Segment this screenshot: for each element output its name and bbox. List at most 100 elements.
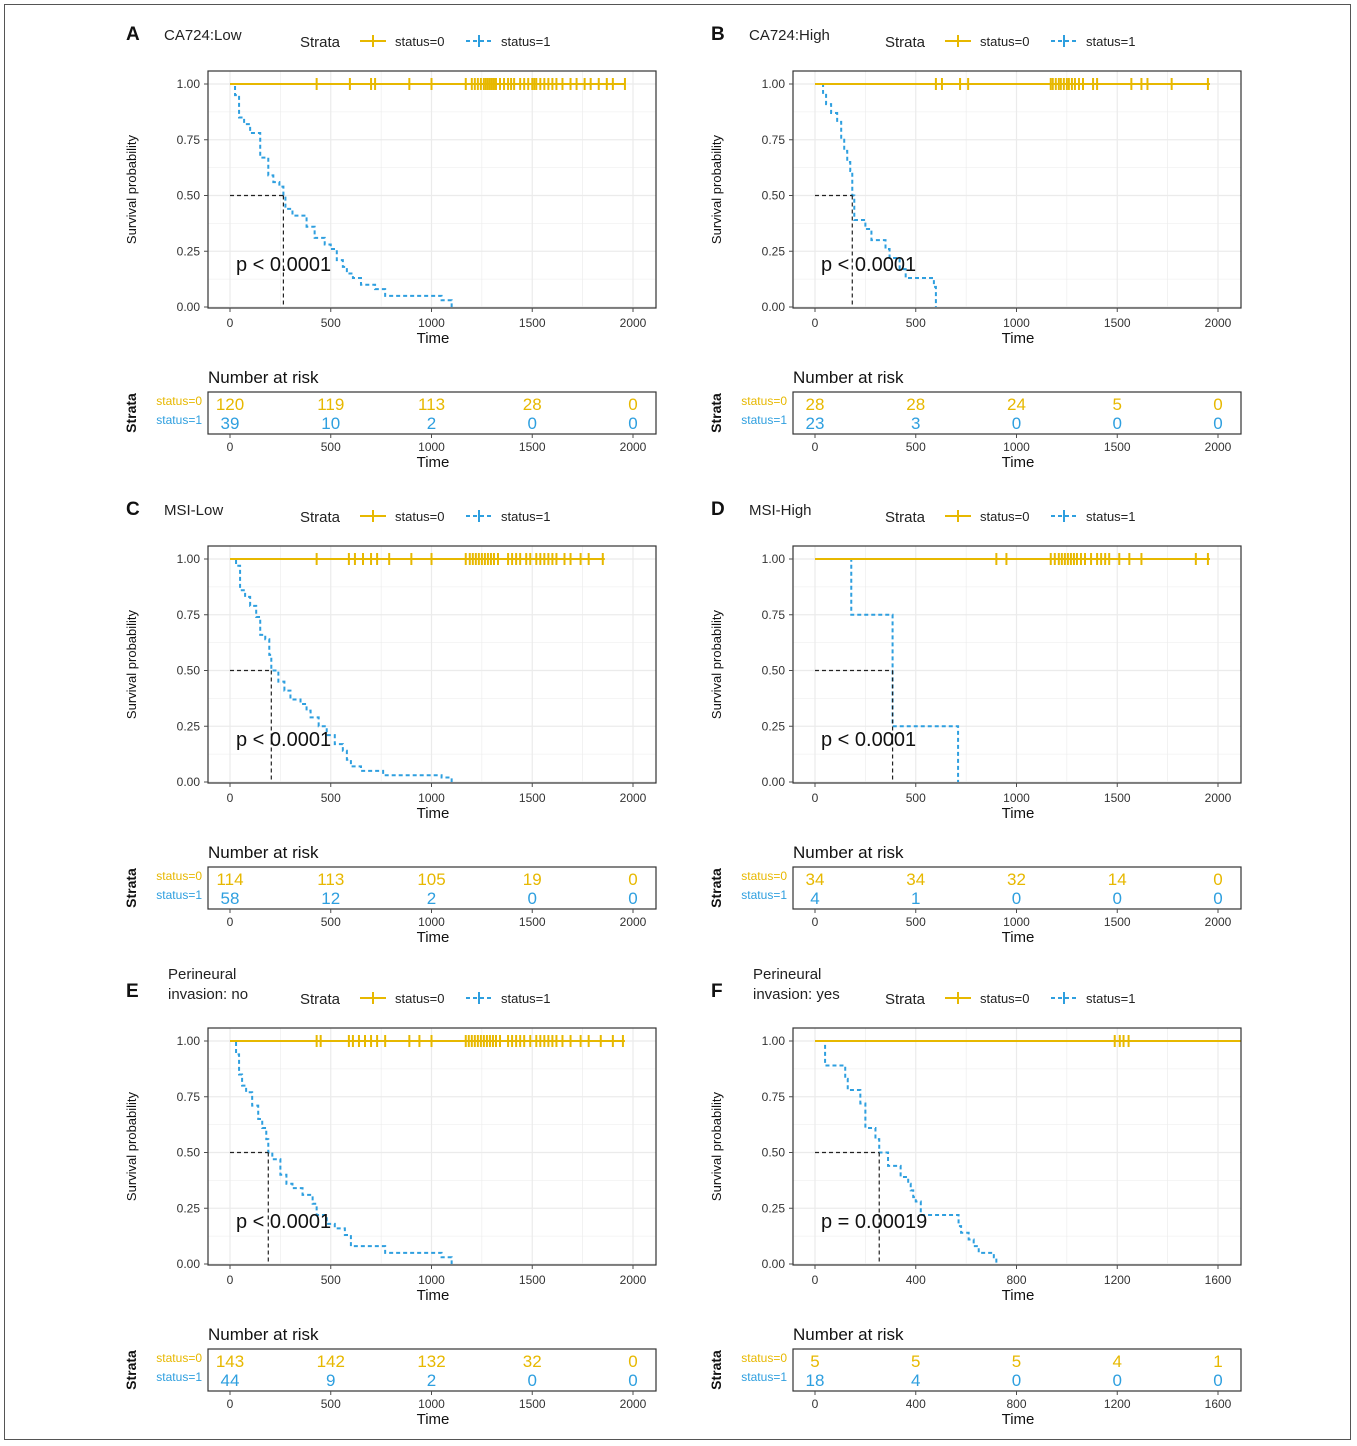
panel-e: E Perineural invasion: no Strata status=0 sta…	[123, 966, 657, 1428]
panel-letter: C	[126, 499, 140, 520]
y-axis: 1.00 0.75 0.50 0.25 0.00 Survival probability	[709, 1034, 793, 1271]
risk-x-tick-label: 2000	[620, 915, 647, 929]
panel-title-line: CA724:Low	[164, 27, 242, 44]
risk-value: 0	[1213, 1371, 1222, 1390]
y-axis: 1.00 0.75 0.50 0.25 0.00 Survival probability	[709, 77, 793, 314]
risk-x-tick-label: 1500	[1104, 440, 1131, 454]
x-axis-label: Time	[1002, 805, 1035, 822]
risk-y-label: Strata	[123, 393, 139, 433]
p-value: p < 0.0001	[821, 254, 916, 276]
x-axis-label: Time	[1002, 1287, 1035, 1304]
risk-title: Number at risk	[793, 1325, 904, 1344]
panel-title-line: invasion: yes	[753, 986, 840, 1003]
panel-title: Perineural invasion: no	[168, 966, 248, 1003]
risk-x-tick-label: 0	[227, 1397, 234, 1411]
x-tick-label: 1000	[418, 316, 445, 330]
risk-row-label: status=0	[156, 394, 202, 408]
risk-x-axis-label: Time	[417, 454, 450, 471]
y-axis-label: Survival probability	[124, 134, 139, 244]
y-tick-label: 0.25	[177, 244, 201, 258]
x-tick-label: 0	[227, 791, 234, 805]
risk-value: 0	[1113, 1371, 1122, 1390]
p-value: p = 0.00019	[821, 1211, 927, 1233]
curve-status1	[230, 1040, 453, 1264]
risk-x-tick-label: 1000	[418, 1397, 445, 1411]
risk-row-label: status=1	[741, 888, 787, 902]
risk-value: 2	[427, 889, 436, 908]
risk-value: 24	[1007, 395, 1026, 414]
legend-label-status1: status=1	[501, 34, 551, 49]
legend-label-status1: status=1	[1086, 991, 1136, 1006]
y-tick-label: 1.00	[177, 77, 201, 91]
panel-letter: D	[711, 499, 725, 520]
x-tick-label: 2000	[620, 791, 647, 805]
risk-x-tick-label: 500	[321, 915, 341, 929]
panel-title: CA724:Low	[164, 27, 242, 44]
risk-x-tick-label: 2000	[1205, 440, 1232, 454]
x-axis: 0 500 1000 1500 2000 Time	[812, 308, 1232, 347]
panel-f: F Perineural invasion: yes Strata status=0 st…	[708, 966, 1242, 1428]
x-axis: 0 500 1000 1500 2000 Time	[812, 783, 1232, 822]
panel-title-line: CA724:High	[749, 27, 830, 44]
risk-value: 132	[417, 1352, 445, 1371]
y-tick-label: 0.00	[762, 1257, 786, 1271]
risk-value: 12	[321, 889, 340, 908]
risk-value: 14	[1108, 870, 1127, 889]
panel-title: MSI-Low	[164, 502, 223, 519]
y-tick-label: 1.00	[762, 552, 786, 566]
risk-y-label: Strata	[708, 868, 724, 908]
risk-row-label: status=0	[741, 869, 787, 883]
risk-row-label: status=1	[156, 888, 202, 902]
legend-label-status0: status=0	[980, 991, 1030, 1006]
y-tick-label: 0.25	[762, 244, 786, 258]
grid	[793, 546, 1241, 783]
p-value: p < 0.0001	[236, 254, 331, 276]
x-axis: 0 400 800 1200 1600 Time	[812, 1265, 1232, 1304]
risk-value: 113	[317, 870, 344, 889]
risk-value: 58	[221, 889, 240, 908]
risk-x-tick-label: 500	[321, 440, 341, 454]
y-axis: 1.00 0.75 0.50 0.25 0.00 Survival probability	[124, 552, 208, 789]
y-tick-label: 0.50	[762, 189, 786, 203]
risk-value: 0	[628, 870, 637, 889]
risk-row-label: status=0	[741, 1351, 787, 1365]
x-tick-label: 0	[812, 1273, 819, 1287]
risk-x-tick-label: 1000	[418, 440, 445, 454]
y-axis-label: Survival probability	[709, 1091, 724, 1201]
y-tick-label: 1.00	[177, 552, 201, 566]
grid	[208, 71, 656, 308]
risk-value: 28	[906, 395, 925, 414]
risk-x-tick-label: 2000	[620, 1397, 647, 1411]
risk-value: 0	[528, 889, 537, 908]
y-tick-label: 0.50	[177, 189, 201, 203]
p-value: p < 0.0001	[236, 1211, 331, 1233]
risk-value: 2	[427, 414, 436, 433]
legend: Strata status=0 status=1	[300, 991, 551, 1008]
x-tick-label: 2000	[620, 316, 647, 330]
risk-value: 1	[1213, 1352, 1222, 1371]
risk-value: 5	[810, 1352, 819, 1371]
risk-value: 0	[628, 1371, 637, 1390]
risk-value: 0	[1213, 870, 1222, 889]
x-tick-label: 1000	[1003, 791, 1030, 805]
y-tick-label: 0.00	[177, 775, 201, 789]
x-tick-label: 1500	[519, 316, 546, 330]
panel-letter: E	[126, 981, 139, 1002]
risk-value: 0	[1213, 414, 1222, 433]
x-tick-label: 0	[812, 791, 819, 805]
risk-row-label: status=1	[156, 413, 202, 427]
x-axis-label: Time	[1002, 330, 1035, 347]
risk-row-label: status=0	[156, 1351, 202, 1365]
y-axis: 1.00 0.75 0.50 0.25 0.00 Survival probability	[124, 1034, 208, 1271]
x-tick-label: 500	[906, 791, 926, 805]
panel-letter: A	[126, 24, 140, 45]
risk-row-label: status=1	[741, 413, 787, 427]
risk-value: 0	[528, 1371, 537, 1390]
risk-x-tick-label: 1500	[519, 915, 546, 929]
panel-title-line: MSI-High	[749, 502, 812, 519]
risk-value: 0	[628, 395, 637, 414]
x-tick-label: 1500	[519, 791, 546, 805]
y-tick-label: 0.75	[177, 133, 201, 147]
y-axis: 1.00 0.75 0.50 0.25 0.00 Survival probability	[124, 77, 208, 314]
x-tick-label: 1000	[418, 1273, 445, 1287]
